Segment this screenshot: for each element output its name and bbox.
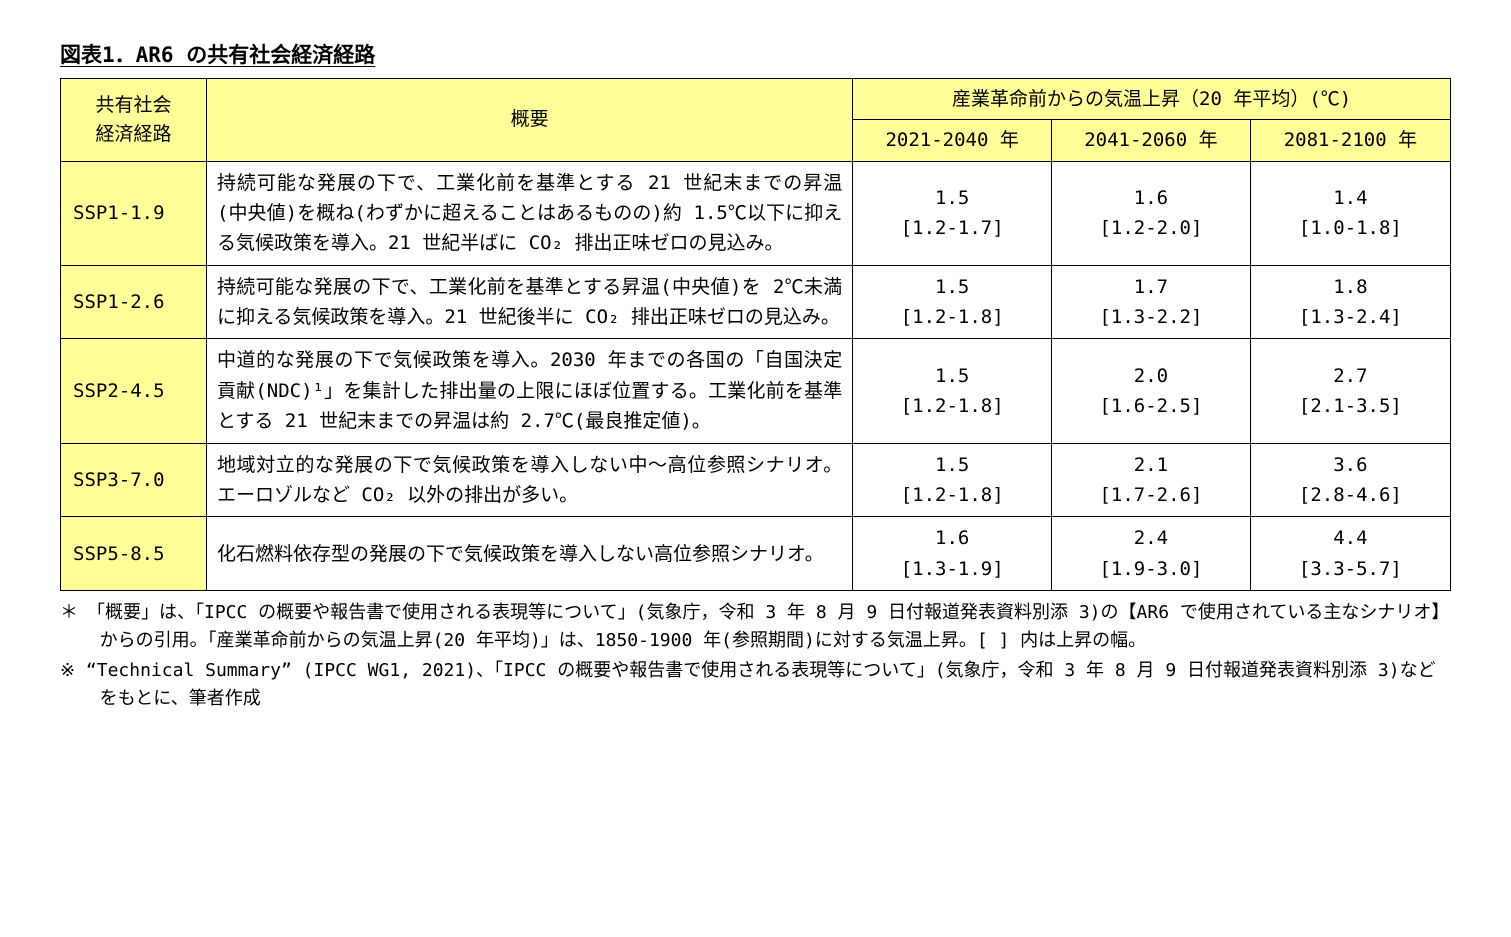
range-value: [1.2-1.8] <box>901 306 1004 328</box>
header-period-1: 2021-2040 年 <box>853 120 1052 162</box>
row-temp-3: 1.4 [1.0-1.8] <box>1250 161 1450 265</box>
row-temp-2: 2.0 [1.6-2.5] <box>1052 339 1251 443</box>
table-row: SSP5-8.5 化石燃料依存型の発展の下で気候政策を導入しない高位参照シナリオ… <box>61 517 1451 591</box>
row-temp-1: 1.5 [1.2-1.8] <box>853 339 1052 443</box>
header-period-3: 2081-2100 年 <box>1250 120 1450 162</box>
mid-value: 1.6 <box>1134 187 1168 209</box>
row-desc: 持続可能な発展の下で、工業化前を基準とする 21 世紀末までの昇温(中央値)を概… <box>206 161 852 265</box>
row-temp-2: 2.1 [1.7-2.6] <box>1052 443 1251 517</box>
range-value: [2.8-4.6] <box>1299 484 1402 506</box>
mid-value: 1.6 <box>935 527 969 549</box>
mid-value: 3.6 <box>1333 454 1367 476</box>
range-value: [1.0-1.8] <box>1299 217 1402 239</box>
row-desc: 中道的な発展の下で気候政策を導入。2030 年までの各国の「自国決定貢献(NDC… <box>206 339 852 443</box>
footnote-1: ＊ 「概要」は、「IPCC の概要や報告書で使用される表現等について」(気象庁，… <box>60 599 1451 655</box>
row-desc: 化石燃料依存型の発展の下で気候政策を導入しない高位参照シナリオ。 <box>206 517 852 591</box>
row-temp-2: 1.7 [1.3-2.2] <box>1052 265 1251 339</box>
mid-value: 1.5 <box>935 365 969 387</box>
range-value: [2.1-3.5] <box>1299 395 1402 417</box>
mid-value: 1.5 <box>935 454 969 476</box>
range-value: [1.3-2.4] <box>1299 306 1402 328</box>
mid-value: 1.5 <box>935 276 969 298</box>
footnotes: ＊ 「概要」は、「IPCC の概要や報告書で使用される表現等について」(気象庁，… <box>60 599 1451 713</box>
mid-value: 1.7 <box>1134 276 1168 298</box>
mid-value: 2.1 <box>1134 454 1168 476</box>
mid-value: 1.8 <box>1333 276 1367 298</box>
mid-value: 1.5 <box>935 187 969 209</box>
row-temp-3: 1.8 [1.3-2.4] <box>1250 265 1450 339</box>
range-value: [1.2-2.0] <box>1099 217 1202 239</box>
row-desc: 持続可能な発展の下で、工業化前を基準とする昇温(中央値)を 2℃未満に抑える気候… <box>206 265 852 339</box>
mid-value: 2.0 <box>1134 365 1168 387</box>
range-value: [1.6-2.5] <box>1099 395 1202 417</box>
range-value: [1.3-2.2] <box>1099 306 1202 328</box>
row-temp-1: 1.5 [1.2-1.8] <box>853 443 1052 517</box>
mid-value: 4.4 <box>1333 527 1367 549</box>
range-value: [3.3-5.7] <box>1299 558 1402 580</box>
footnote-2: ※ “Technical Summary” (IPCC WG1, 2021)、「… <box>60 657 1451 713</box>
header-period-2: 2041-2060 年 <box>1052 120 1251 162</box>
range-value: [1.2-1.8] <box>901 484 1004 506</box>
row-temp-3: 4.4 [3.3-5.7] <box>1250 517 1450 591</box>
row-temp-2: 1.6 [1.2-2.0] <box>1052 161 1251 265</box>
row-name: SSP2-4.5 <box>61 339 207 443</box>
range-value: [1.3-1.9] <box>901 558 1004 580</box>
mid-value: 2.7 <box>1333 365 1367 387</box>
table-row: SSP1-1.9 持続可能な発展の下で、工業化前を基準とする 21 世紀末までの… <box>61 161 1451 265</box>
row-name: SSP5-8.5 <box>61 517 207 591</box>
row-desc: 地域対立的な発展の下で気候政策を導入しない中～高位参照シナリオ。エーロゾルなど … <box>206 443 852 517</box>
mid-value: 2.4 <box>1134 527 1168 549</box>
row-temp-1: 1.5 [1.2-1.7] <box>853 161 1052 265</box>
header-pathway: 共有社会 経済経路 <box>61 78 207 161</box>
range-value: [1.2-1.8] <box>901 395 1004 417</box>
table-header: 共有社会 経済経路 概要 産業革命前からの気温上昇（20 年平均）(℃) 202… <box>61 78 1451 161</box>
row-name: SSP1-2.6 <box>61 265 207 339</box>
table-row: SSP3-7.0 地域対立的な発展の下で気候政策を導入しない中～高位参照シナリオ… <box>61 443 1451 517</box>
header-temperature-span: 産業革命前からの気温上昇（20 年平均）(℃) <box>853 78 1451 120</box>
header-overview: 概要 <box>206 78 852 161</box>
table-body: SSP1-1.9 持続可能な発展の下で、工業化前を基準とする 21 世紀末までの… <box>61 161 1451 591</box>
mid-value: 1.4 <box>1333 187 1367 209</box>
row-name: SSP1-1.9 <box>61 161 207 265</box>
row-temp-2: 2.4 [1.9-3.0] <box>1052 517 1251 591</box>
range-value: [1.2-1.7] <box>901 217 1004 239</box>
range-value: [1.7-2.6] <box>1099 484 1202 506</box>
row-temp-3: 2.7 [2.1-3.5] <box>1250 339 1450 443</box>
row-name: SSP3-7.0 <box>61 443 207 517</box>
header-pathway-line2: 経済経路 <box>95 123 171 145</box>
row-temp-1: 1.6 [1.3-1.9] <box>853 517 1052 591</box>
table-row: SSP1-2.6 持続可能な発展の下で、工業化前を基準とする昇温(中央値)を 2… <box>61 265 1451 339</box>
row-temp-3: 3.6 [2.8-4.6] <box>1250 443 1450 517</box>
table-row: SSP2-4.5 中道的な発展の下で気候政策を導入。2030 年までの各国の「自… <box>61 339 1451 443</box>
header-pathway-line1: 共有社会 <box>95 94 171 116</box>
table-title: 図表1．AR6 の共有社会経済経路 <box>60 40 1451 72</box>
range-value: [1.9-3.0] <box>1099 558 1202 580</box>
row-temp-1: 1.5 [1.2-1.8] <box>853 265 1052 339</box>
ssp-table: 共有社会 経済経路 概要 産業革命前からの気温上昇（20 年平均）(℃) 202… <box>60 78 1451 592</box>
